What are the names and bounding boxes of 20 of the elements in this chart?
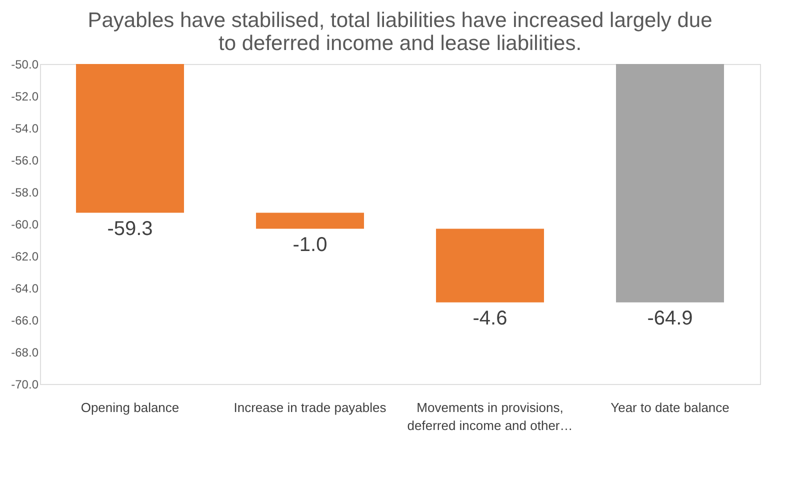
y-tick-label: -70.0 bbox=[11, 378, 39, 392]
y-tick-label: -56.0 bbox=[11, 154, 39, 168]
data-label: -1.0 bbox=[292, 234, 328, 256]
y-tick-label: -52.0 bbox=[11, 90, 39, 104]
x-tick-label: Movements in provisions, deferred income and other… bbox=[407, 400, 573, 433]
y-tick-label: -64.0 bbox=[11, 282, 39, 296]
y-tick-label: -58.0 bbox=[11, 186, 39, 200]
y-tick-label: -60.0 bbox=[11, 218, 39, 232]
y-tick-label: -62.0 bbox=[11, 250, 39, 264]
y-tick-label: -68.0 bbox=[11, 346, 39, 360]
y-tick-label: -54.0 bbox=[11, 122, 39, 136]
data-label: -59.3 bbox=[107, 218, 153, 240]
x-tick-label: Increase in trade payables bbox=[234, 400, 387, 415]
x-tick-label: Opening balance bbox=[80, 400, 180, 415]
data-label: -4.6 bbox=[472, 307, 508, 330]
y-tick-label: -66.0 bbox=[11, 314, 39, 328]
chart-title: Payables have stabilised, total liabilities have increased largely due to deferred income and lease liabilities. bbox=[88, 9, 712, 55]
y-tick-label: -50.0 bbox=[11, 58, 39, 72]
data-label: -64.9 bbox=[647, 307, 693, 330]
x-tick-label: Year to date balance bbox=[610, 400, 730, 415]
